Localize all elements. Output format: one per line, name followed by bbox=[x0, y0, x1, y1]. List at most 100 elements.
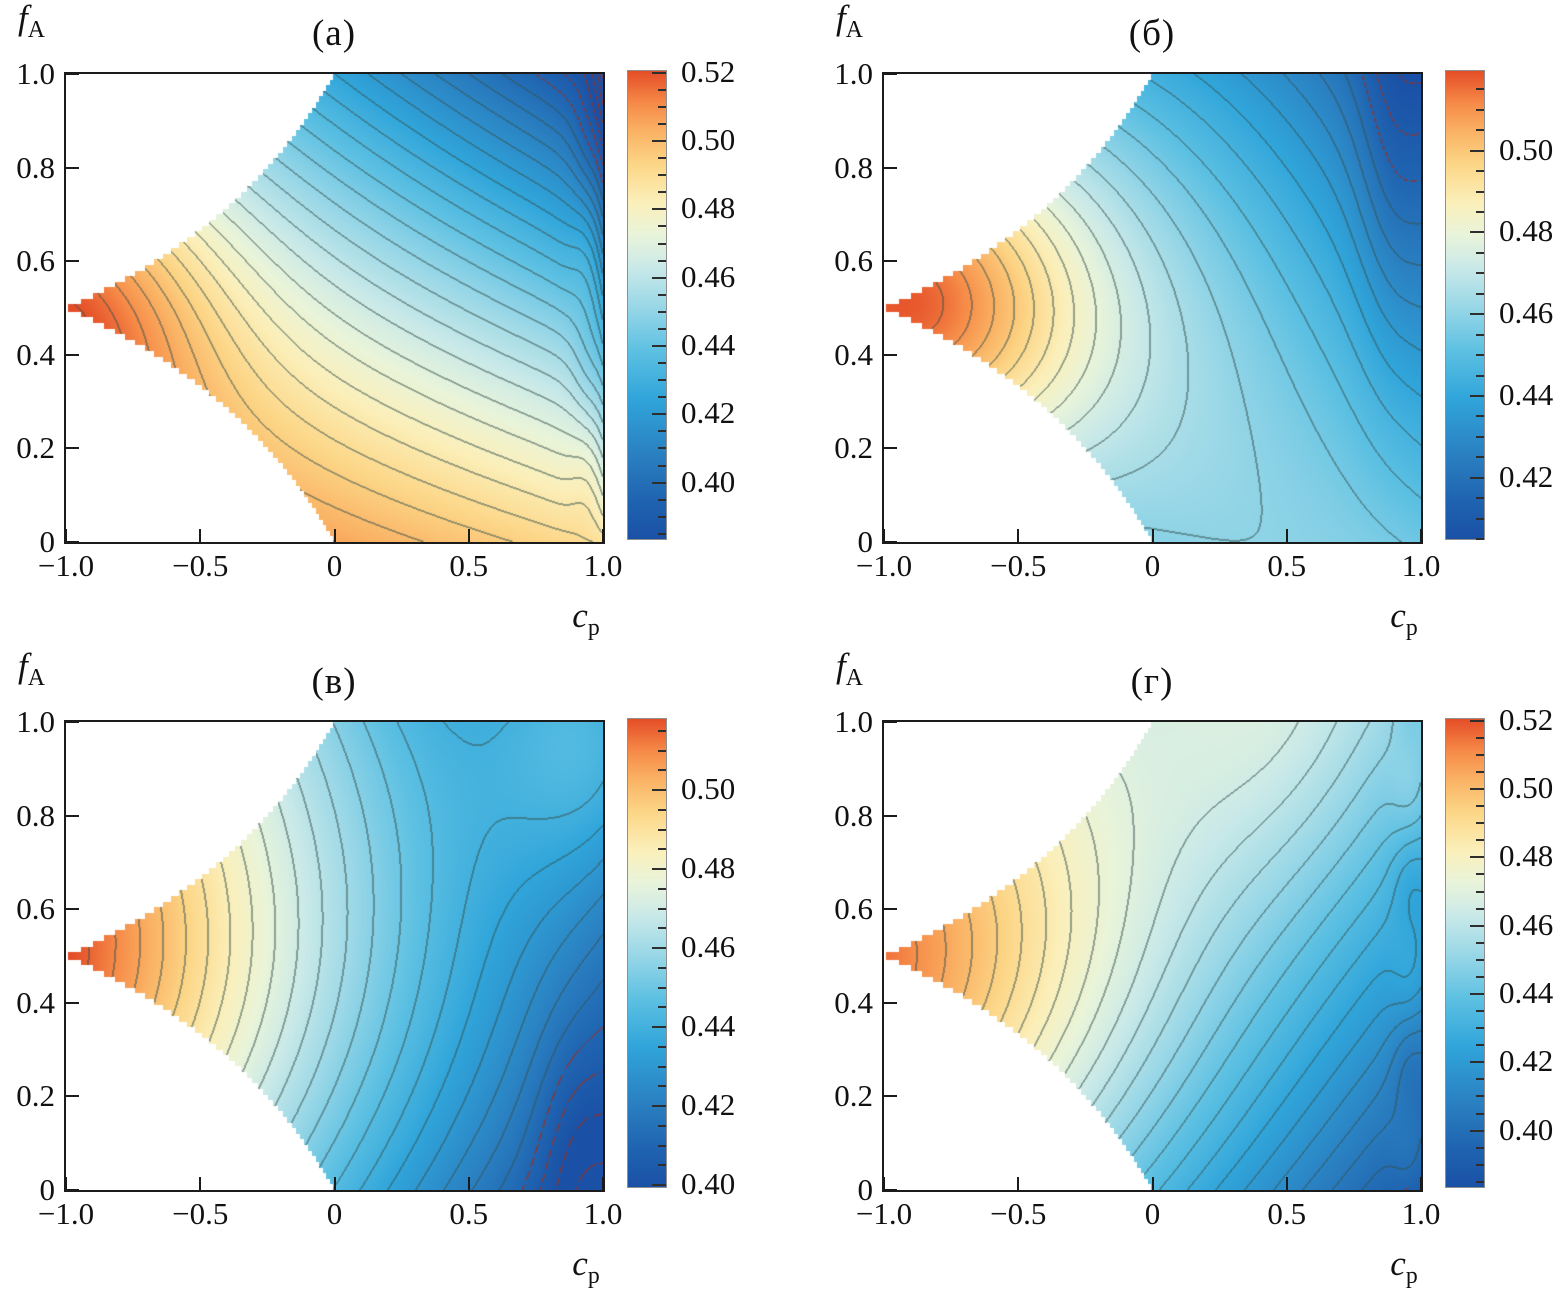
contour-canvas bbox=[884, 722, 1421, 1190]
colorbar-tick-label: 0.50 bbox=[1499, 770, 1554, 806]
colorbar-minor-tick bbox=[1476, 873, 1484, 876]
colorbar-minor-tick bbox=[658, 532, 666, 535]
y-tick-mark bbox=[66, 260, 79, 263]
y-tick-mark bbox=[884, 1189, 897, 1191]
contour-canvas bbox=[66, 722, 603, 1190]
panel-b: fA (б) 1.0 0.8 0.6 0.4 0.2 0 −1.0 −0.5 0 0.5 1.0 … bbox=[782, 0, 1563, 648]
colorbar-minor-tick bbox=[658, 88, 666, 91]
colorbar-tick-label: 0.48 bbox=[681, 850, 736, 886]
y-tick-mark bbox=[66, 721, 79, 723]
colorbar-labels: 0.52 0.50 0.48 0.46 0.44 0.42 0.40 bbox=[1445, 702, 1563, 1188]
y-tick-mark bbox=[66, 1095, 79, 1098]
colorbar-minor-tick bbox=[1476, 211, 1484, 213]
x-axis-subscript: p bbox=[587, 615, 600, 641]
y-tick-mark bbox=[884, 353, 897, 356]
y-tick-labels: 1.0 0.8 0.6 0.4 0.2 0 bbox=[0, 704, 55, 1207]
colorbar-tick-label: 0.50 bbox=[681, 122, 736, 158]
colorbar-minor-tick bbox=[1476, 497, 1484, 500]
colorbar-gradient bbox=[627, 70, 667, 540]
colorbar-minor-tick bbox=[658, 1006, 666, 1009]
colorbar-minor-tick bbox=[658, 1045, 666, 1048]
colorbar-minor-tick bbox=[658, 808, 666, 811]
x-tick-mark bbox=[1420, 1177, 1422, 1190]
colorbar-minor-tick bbox=[658, 174, 666, 177]
colorbar-minor-tick bbox=[658, 1124, 666, 1127]
y-tick-label: 0.6 bbox=[834, 243, 873, 279]
x-tick-label: 0.5 bbox=[449, 1196, 489, 1231]
y-tick-label: 0 bbox=[857, 524, 874, 559]
x-axis-symbol: c bbox=[1390, 596, 1406, 635]
colorbar-minor-tick bbox=[658, 1164, 666, 1167]
colorbar-minor-tick bbox=[658, 105, 666, 108]
colorbar-minor-tick bbox=[1476, 1027, 1484, 1030]
colorbar-labels: 0.50 0.48 0.46 0.44 0.42 bbox=[1445, 70, 1563, 540]
colorbar-tick-label: 0.46 bbox=[1499, 906, 1554, 942]
x-tick-label: −0.5 bbox=[990, 548, 1047, 583]
colorbar-minor-tick bbox=[1476, 292, 1484, 295]
colorbar-tick-label: 0.50 bbox=[681, 771, 736, 807]
x-tick-mark bbox=[333, 1177, 336, 1190]
colorbar-minor-tick bbox=[1476, 753, 1484, 756]
y-tick-label: 1.0 bbox=[834, 704, 873, 739]
x-axis-symbol: c bbox=[572, 1244, 588, 1283]
y-axis-title: fA bbox=[18, 646, 45, 692]
colorbar-tick-label: 0.48 bbox=[681, 190, 736, 226]
y-axis-symbol: f bbox=[836, 646, 846, 685]
y-tick-label: 0 bbox=[857, 1172, 874, 1207]
plot-area bbox=[882, 72, 1423, 544]
colorbar-minor-tick bbox=[1476, 170, 1484, 173]
x-tick-mark bbox=[602, 529, 604, 542]
x-tick-labels: −1.0 −0.5 0 0.5 1.0 bbox=[38, 1196, 622, 1236]
panel-title: (а) bbox=[311, 13, 357, 54]
colorbar-major-tick bbox=[1470, 231, 1484, 234]
colorbar-gradient bbox=[1445, 718, 1485, 1188]
colorbar-minor-tick bbox=[1476, 890, 1484, 893]
y-tick-mark bbox=[884, 1095, 897, 1098]
y-tick-mark bbox=[66, 541, 79, 543]
y-tick-label: 0.8 bbox=[834, 149, 873, 185]
colorbar-minor-tick bbox=[658, 887, 666, 890]
colorbar-minor-tick bbox=[1476, 1078, 1484, 1081]
colorbar-minor-tick bbox=[1476, 1163, 1484, 1166]
colorbar-minor-tick bbox=[1476, 108, 1484, 111]
colorbar-major-tick bbox=[652, 413, 666, 416]
x-tick-mark bbox=[467, 1177, 470, 1190]
colorbar-tick-label: 0.40 bbox=[681, 1166, 736, 1202]
y-tick-label: 0.4 bbox=[834, 336, 873, 372]
x-tick-label: 1.0 bbox=[1401, 548, 1441, 583]
y-tick-label: 0.8 bbox=[834, 797, 873, 833]
x-tick-label: 0 bbox=[326, 548, 343, 583]
y-axis-title: fA bbox=[836, 0, 863, 44]
x-tick-labels: −1.0 −0.5 0 0.5 1.0 bbox=[856, 1196, 1440, 1236]
x-tick-mark bbox=[1285, 529, 1288, 542]
colorbar-major-tick bbox=[1470, 313, 1484, 316]
colorbar: 0.52 0.50 0.48 0.46 0.44 0.42 0.40 bbox=[1445, 702, 1563, 1196]
colorbar-minor-tick bbox=[658, 1085, 666, 1088]
colorbar-minor-tick bbox=[1476, 941, 1484, 944]
plot-area bbox=[882, 720, 1423, 1192]
colorbar-tick-label: 0.44 bbox=[1499, 974, 1554, 1010]
x-tick-mark bbox=[1017, 529, 1020, 542]
x-tick-label: −1.0 bbox=[855, 1196, 913, 1231]
colorbar-tick-label: 0.42 bbox=[1499, 458, 1554, 494]
y-tick-label: 0.4 bbox=[16, 336, 55, 372]
x-axis-subscript: p bbox=[1405, 1263, 1418, 1289]
colorbar-minor-tick bbox=[1476, 538, 1484, 540]
x-tick-mark bbox=[1151, 529, 1154, 542]
colorbar-major-tick bbox=[1470, 394, 1484, 397]
colorbar-minor-tick bbox=[1476, 272, 1484, 275]
plot-area bbox=[64, 720, 605, 1192]
colorbar-minor-tick bbox=[1476, 88, 1484, 91]
colorbar-minor-tick bbox=[658, 396, 666, 399]
colorbar-minor-tick bbox=[658, 122, 666, 125]
colorbar-minor-tick bbox=[658, 464, 666, 467]
y-tick-label: 0.2 bbox=[834, 1078, 873, 1114]
x-axis-title: cp bbox=[541, 596, 631, 642]
colorbar-minor-tick bbox=[658, 430, 666, 433]
x-tick-mark bbox=[467, 529, 470, 542]
y-axis-subscript: A bbox=[27, 17, 45, 43]
colorbar-minor-tick bbox=[1476, 822, 1484, 825]
panel-title: (г) bbox=[1130, 661, 1174, 702]
colorbar-major-tick bbox=[652, 276, 666, 279]
x-tick-mark bbox=[883, 1177, 885, 1190]
